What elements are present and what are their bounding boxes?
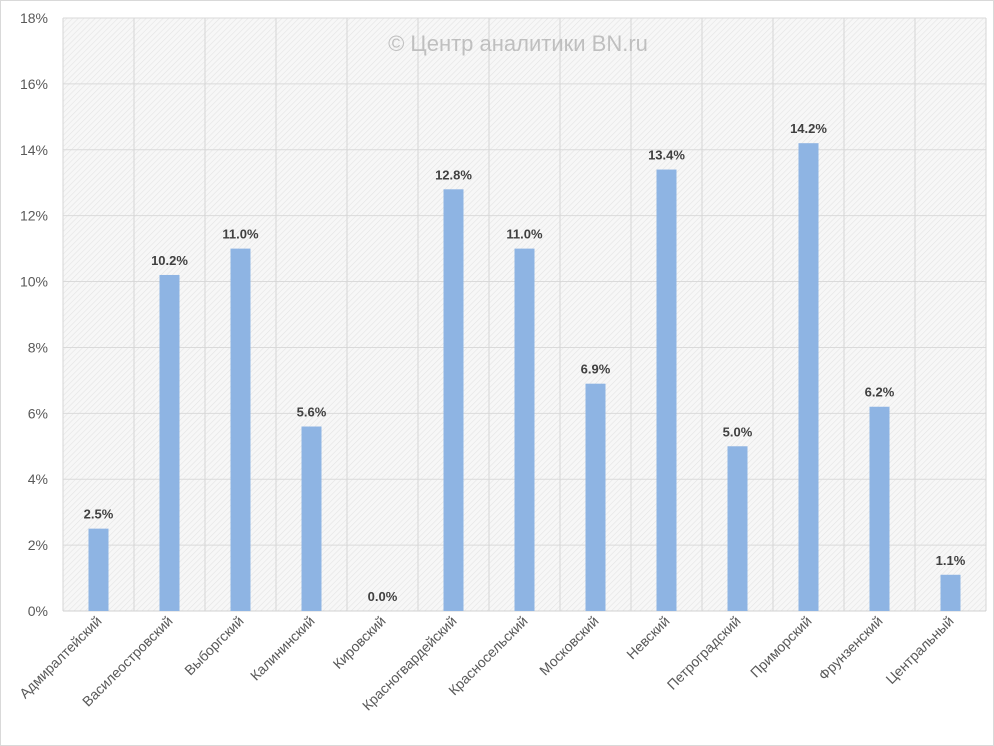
x-tick-label: Приморский — [747, 613, 815, 681]
y-tick-label: 18% — [20, 10, 48, 26]
data-label: 11.0% — [506, 227, 543, 242]
bar — [514, 248, 535, 611]
bar — [656, 169, 677, 612]
data-label: 12.8% — [435, 167, 472, 182]
bar — [869, 406, 890, 611]
data-label: 1.1% — [936, 553, 966, 568]
data-label: 5.6% — [297, 405, 327, 420]
bar — [301, 426, 322, 611]
x-tick-label: Калининский — [247, 613, 318, 684]
y-tick-label: 16% — [20, 76, 48, 92]
y-tick-label: 0% — [28, 603, 48, 619]
bar — [88, 528, 109, 611]
bar — [798, 143, 819, 611]
bar — [727, 446, 748, 611]
data-label: 6.2% — [865, 385, 895, 400]
bar — [585, 383, 606, 611]
y-tick-label: 2% — [28, 537, 48, 553]
y-tick-label: 6% — [28, 405, 48, 421]
y-tick-label: 14% — [20, 142, 48, 158]
data-label: 0.0% — [368, 589, 398, 604]
y-tick-label: 10% — [20, 274, 48, 290]
data-label: 2.5% — [84, 507, 114, 522]
x-tick-label: Фрунзенский — [815, 613, 885, 683]
data-label: 14.2% — [790, 121, 827, 136]
x-tick-label: Петроградский — [664, 613, 744, 693]
x-tick-label: Кировский — [330, 613, 389, 672]
x-tick-label: Центральный — [882, 613, 956, 687]
y-tick-label: 4% — [28, 471, 48, 487]
data-label: 10.2% — [151, 253, 188, 268]
data-label: 11.0% — [222, 227, 259, 242]
data-label: 5.0% — [723, 424, 753, 439]
x-tick-label: Выборгский — [181, 613, 246, 678]
data-label: 13.4% — [648, 148, 685, 163]
bar — [230, 248, 251, 611]
y-tick-label: 8% — [28, 339, 48, 355]
bar — [443, 189, 464, 612]
y-tick-label: 12% — [20, 208, 48, 224]
x-tick-label: Московский — [536, 613, 602, 679]
data-label: 6.9% — [581, 362, 611, 377]
x-tick-label: Невский — [623, 613, 672, 662]
bar — [940, 574, 961, 611]
watermark: © Центр аналитики BN.ru — [388, 31, 648, 56]
bar — [159, 274, 180, 611]
